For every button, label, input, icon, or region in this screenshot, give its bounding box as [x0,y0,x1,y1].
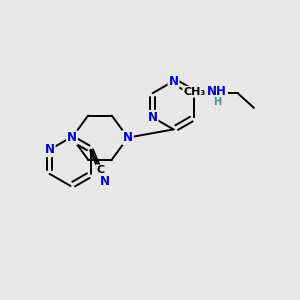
Text: C: C [96,165,104,175]
Text: N: N [123,131,133,144]
Text: CH₃: CH₃ [183,87,206,97]
Text: N: N [45,143,55,156]
Text: N: N [169,75,178,88]
Text: N: N [100,175,110,188]
Text: H: H [213,97,221,107]
Text: N: N [148,111,158,124]
Text: NH: NH [207,85,227,98]
Text: N: N [67,131,77,144]
